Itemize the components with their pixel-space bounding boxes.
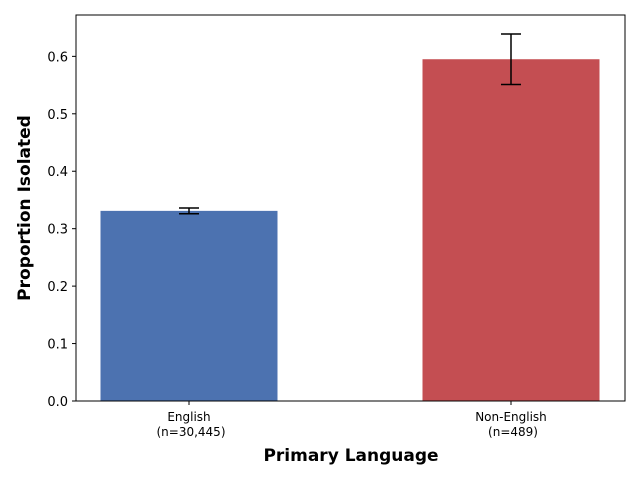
bar-0 [100,210,278,401]
y-tick-label-0: 0.0 [47,395,68,410]
x-tick-label-0: English (n=30,445) [156,410,225,439]
y-tick-label-3: 0.3 [47,223,68,238]
y-axis-ticks: 0.0 0.1 0.2 0.3 0.4 0.5 0.6 [47,50,76,410]
bars-layer [100,59,600,402]
x-axis-ticks: English (n=30,445) Non-English (n=489) [156,401,547,439]
y-tick-label-5: 0.5 [47,108,68,123]
y-tick-label-6: 0.6 [47,50,68,65]
x-tick-label-1: Non-English (n=489) [475,410,547,439]
y-tick-label-1: 0.1 [47,338,68,353]
y-axis-label: Proportion Isolated [15,115,35,301]
bar-1 [422,59,600,402]
plot-frame [75,14,626,402]
y-tick-label-2: 0.2 [47,280,68,295]
error-bars-layer [179,33,521,215]
y-tick-label-4: 0.4 [47,165,68,180]
x-axis-label: Primary Language [263,446,438,466]
